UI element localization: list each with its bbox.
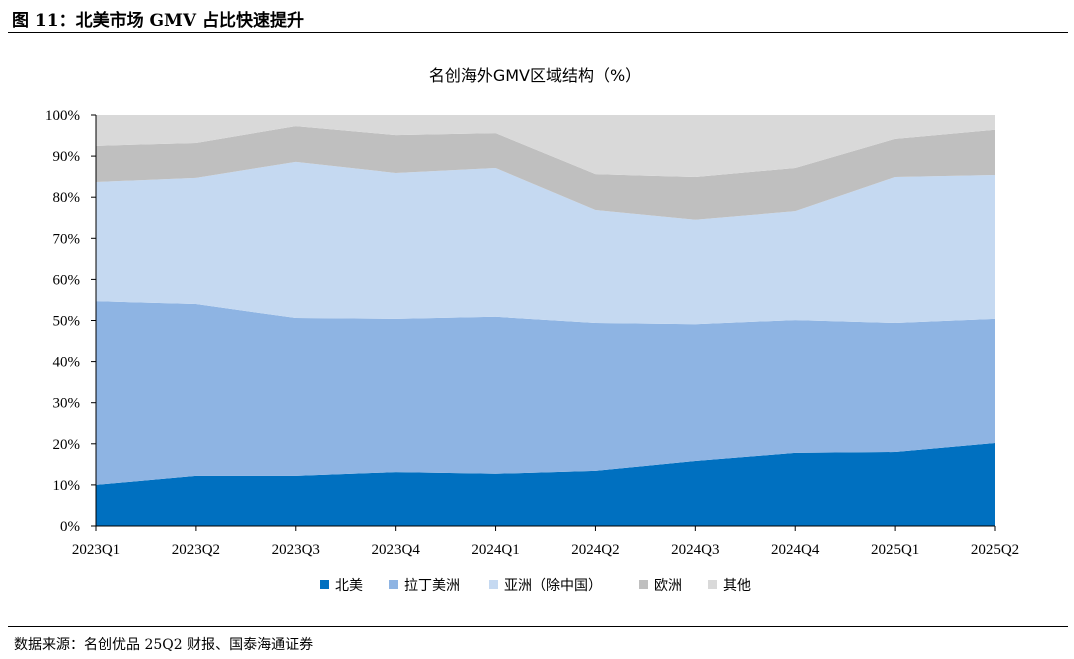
chart-title: 名创海外GMV区域结构（%） bbox=[429, 66, 641, 85]
x-tick-label: 2025Q1 bbox=[871, 542, 919, 558]
area-series-3 bbox=[96, 126, 995, 220]
y-tick-label: 40% bbox=[53, 355, 81, 371]
y-tick-label: 100% bbox=[45, 108, 80, 124]
legend-swatch-1 bbox=[389, 580, 398, 589]
y-tick-label: 90% bbox=[53, 149, 81, 165]
legend-swatch-4 bbox=[708, 580, 717, 589]
area-series-0 bbox=[96, 442, 995, 526]
header-divider bbox=[8, 32, 1068, 33]
y-tick-label: 80% bbox=[53, 190, 81, 206]
x-tick-label: 2024Q1 bbox=[471, 542, 519, 558]
y-tick-label: 10% bbox=[53, 478, 81, 494]
y-tick-label: 20% bbox=[53, 437, 81, 453]
area-series-2 bbox=[96, 161, 995, 325]
figure-title: 图 11：北美市场 GMV 占比快速提升 bbox=[12, 11, 304, 31]
legend-label-3: 欧洲 bbox=[654, 578, 682, 594]
x-tick-label: 2025Q2 bbox=[971, 542, 1019, 558]
x-tick-label: 2024Q2 bbox=[571, 542, 619, 558]
y-tick-label: 60% bbox=[53, 272, 81, 288]
x-tick-label: 2023Q3 bbox=[272, 542, 320, 558]
legend-label-2: 亚洲（除中国） bbox=[504, 578, 602, 594]
x-tick-label: 2023Q2 bbox=[172, 542, 220, 558]
legend-swatch-0 bbox=[320, 580, 329, 589]
y-tick-label: 70% bbox=[53, 231, 81, 247]
y-tick-label: 30% bbox=[53, 396, 81, 412]
y-tick-label: 50% bbox=[53, 314, 81, 330]
source-note: 数据来源：名创优品 25Q2 财报、国泰海通证券 bbox=[14, 637, 314, 653]
legend-swatch-3 bbox=[639, 580, 648, 589]
x-tick-label: 2024Q3 bbox=[671, 542, 719, 558]
footer-divider bbox=[8, 626, 1068, 627]
legend-label-0: 北美 bbox=[335, 578, 363, 594]
legend-label-1: 拉丁美洲 bbox=[404, 578, 460, 594]
x-tick-label: 2023Q1 bbox=[72, 542, 120, 558]
legend-swatch-2 bbox=[489, 580, 498, 589]
x-tick-label: 2024Q4 bbox=[771, 542, 820, 558]
x-tick-label: 2023Q4 bbox=[371, 542, 420, 558]
y-tick-label: 0% bbox=[60, 519, 80, 535]
area-series-1 bbox=[96, 301, 995, 485]
legend-label-4: 其他 bbox=[723, 578, 751, 594]
area-series-4 bbox=[96, 115, 995, 178]
